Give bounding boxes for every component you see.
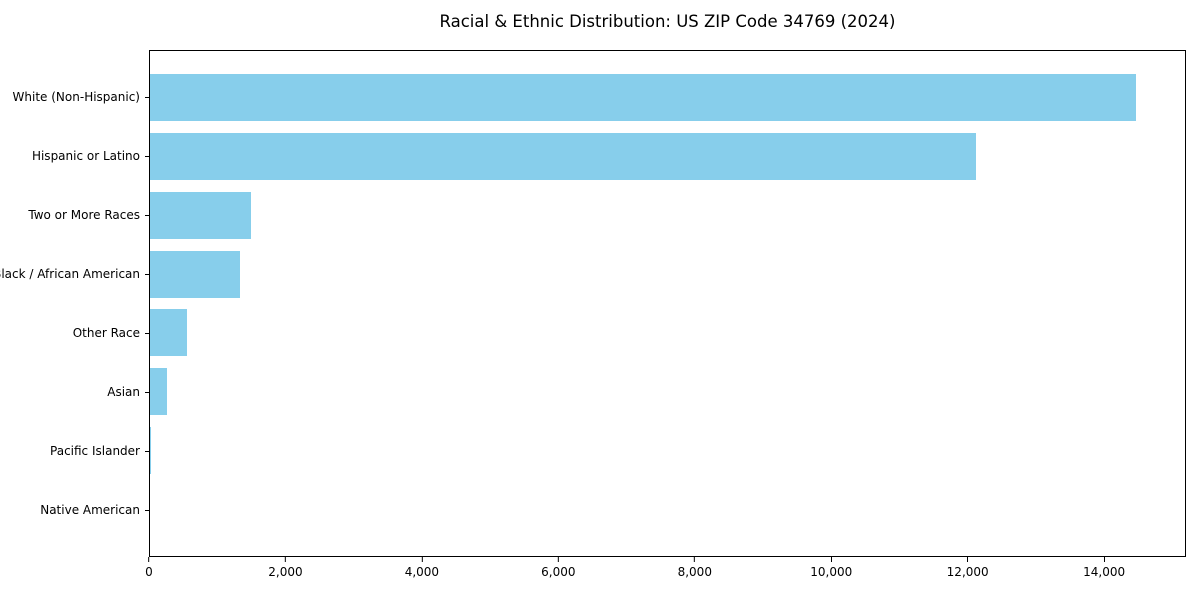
- y-tick-mark: [145, 274, 150, 276]
- x-tick-label: 4,000: [404, 565, 440, 579]
- category-label: White (Non-Hispanic): [12, 90, 140, 105]
- x-tick-mark: [1103, 557, 1105, 562]
- y-tick-mark: [145, 156, 150, 158]
- chart-row: Black / African American: [0, 245, 1185, 304]
- x-tick-label: 14,000: [1083, 565, 1126, 579]
- x-tick-mark: [148, 557, 150, 562]
- x-tick-mark: [284, 557, 286, 562]
- chart-row: Other Race: [73, 304, 1185, 363]
- category-label: Two or More Races: [28, 208, 140, 223]
- chart-row: Asian: [107, 362, 1185, 421]
- y-tick-mark: [145, 97, 150, 99]
- x-tick: 0: [145, 557, 153, 579]
- category-label: Asian: [107, 384, 140, 399]
- category-label: Native American: [40, 502, 140, 517]
- bar-rows: White (Non-Hispanic) Hispanic or Latino Tw…: [0, 68, 1185, 539]
- x-tick-mark: [557, 557, 559, 562]
- y-tick-mark: [145, 509, 150, 511]
- bar: [150, 250, 240, 298]
- plot-area: White (Non-Hispanic) Hispanic or Latino Tw…: [0, 50, 1186, 557]
- chart-title: Racial & Ethnic Distribution: US ZIP Cod…: [439, 12, 896, 31]
- x-tick-label: 6,000: [541, 565, 576, 579]
- chart-row: Two or More Races: [28, 186, 1185, 245]
- x-tick-label: 0: [145, 565, 153, 579]
- category-label: Pacific Islander: [50, 443, 140, 458]
- x-tick: 10,000: [810, 557, 852, 579]
- bar: [150, 73, 1136, 121]
- x-tick-label: 12,000: [946, 565, 989, 579]
- x-tick: 8,000: [678, 557, 712, 579]
- x-tick-label: 8,000: [677, 565, 712, 579]
- chart-row: Native American: [40, 480, 1185, 539]
- x-tick: 6,000: [541, 557, 576, 579]
- bar: [150, 427, 152, 475]
- x-tick: 2,000: [268, 557, 303, 579]
- x-tick-label: 10,000: [810, 565, 853, 579]
- x-tick-label: 2,000: [268, 565, 303, 579]
- chart-row: White (Non-Hispanic): [13, 68, 1185, 127]
- x-tick-mark: [967, 557, 969, 562]
- y-tick-mark: [145, 215, 150, 217]
- category-label: Hispanic or Latino: [31, 149, 140, 164]
- y-tick-mark: [145, 332, 150, 334]
- bar: [150, 191, 252, 239]
- x-tick-mark: [421, 557, 423, 562]
- x-tick: 12,000: [947, 557, 989, 579]
- chart-row: Hispanic or Latino: [32, 127, 1185, 186]
- y-tick-mark: [145, 391, 150, 393]
- y-tick-mark: [145, 450, 150, 452]
- bar: [150, 368, 167, 416]
- x-tick-mark: [830, 557, 832, 562]
- category-label: Black / African American: [0, 267, 140, 282]
- bar: [150, 132, 976, 180]
- x-tick-mark: [694, 557, 696, 562]
- x-tick: 4,000: [405, 557, 439, 579]
- bar: [150, 309, 187, 357]
- x-tick: 14,000: [1083, 557, 1125, 579]
- x-axis-ticks: 0 2,000 4,000 6,000 8,000 10,000 12,000 14,000: [145, 557, 1186, 587]
- category-label: Other Race: [72, 325, 140, 340]
- chart-row: Pacific Islander: [50, 421, 1185, 480]
